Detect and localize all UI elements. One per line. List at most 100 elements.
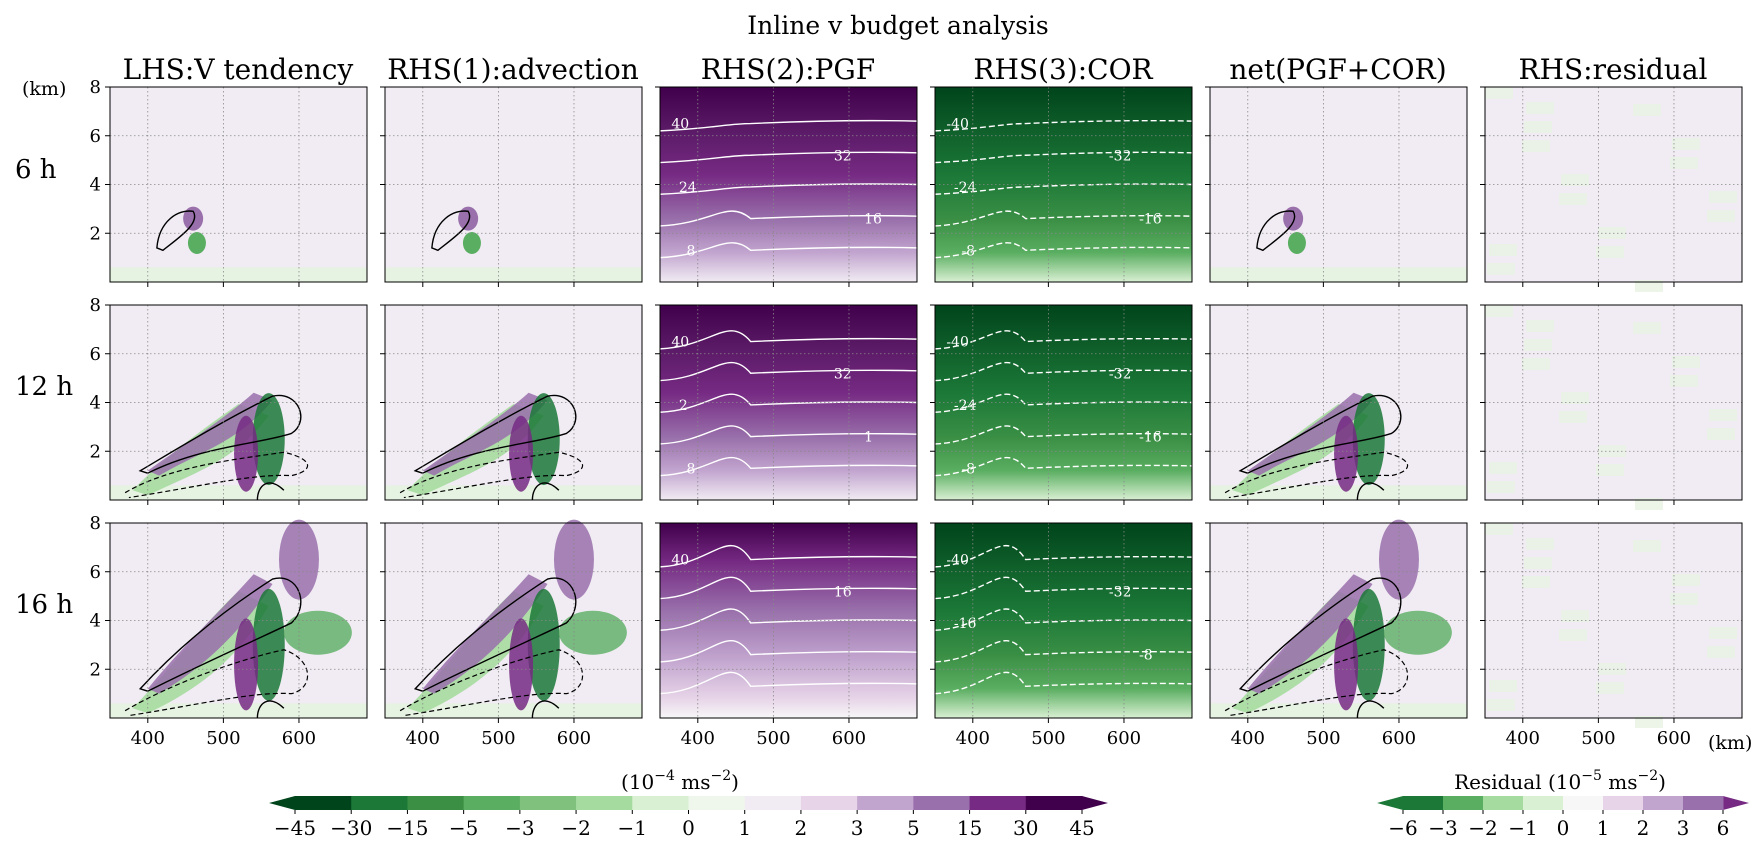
colorbar-swatch xyxy=(1025,796,1083,810)
colorbar-extend-left xyxy=(1377,796,1403,810)
residual-noise xyxy=(1522,358,1550,370)
row-label-12h: 12 h xyxy=(15,372,73,402)
contour-label: -16 xyxy=(1139,212,1162,228)
panel-r3-c1: 2 4 6 8 400 500 600 xyxy=(90,513,368,749)
contour-label: -24 xyxy=(954,398,977,414)
residual-noise xyxy=(1489,462,1517,474)
panel-r1-c4: -40 -32 -24 -16 -8 xyxy=(930,86,1193,287)
residual-noise xyxy=(1561,610,1589,622)
colorbar-swatch xyxy=(407,796,465,810)
x-tick-label: 600 xyxy=(1107,728,1141,749)
purple-core xyxy=(509,618,534,711)
residual-colorbar-label: Residual (10−5 ms−2) xyxy=(1454,768,1666,794)
colorbar-tick-label: 3 xyxy=(851,816,864,840)
contour-label: 40 xyxy=(671,117,689,133)
y-tick-label: 6 xyxy=(90,344,101,365)
pressure-contour xyxy=(934,640,1193,663)
x-tick-label: 500 xyxy=(1031,728,1065,749)
residual-noise xyxy=(1709,191,1737,203)
pressure-contour xyxy=(934,361,1193,382)
pressure-contour xyxy=(659,576,918,600)
positive-tendency-band xyxy=(1247,392,1373,476)
colorbar-swatch xyxy=(1403,796,1444,810)
colorbar-tick-label: 6 xyxy=(1717,816,1730,840)
residual-noise xyxy=(1707,646,1735,658)
y-tick-label: 2 xyxy=(90,659,101,680)
contour-label: -32 xyxy=(1109,584,1132,600)
residual-noise xyxy=(1672,574,1700,586)
residual-noise xyxy=(1598,445,1626,457)
colorbar-swatch xyxy=(1523,796,1564,810)
dashed-contour xyxy=(399,649,584,717)
surface-band xyxy=(110,703,367,718)
column-title-pgf: RHS(2):PGF xyxy=(701,53,875,86)
colorbar-swatch xyxy=(1483,796,1524,810)
y-unit-label: (km) xyxy=(22,78,66,100)
purple-core xyxy=(183,206,204,231)
colorbar-tick-label: 2 xyxy=(795,816,808,840)
colorbar-tick-label: −15 xyxy=(386,816,428,840)
y-tick-label: 8 xyxy=(90,513,101,534)
contour-label: -40 xyxy=(946,117,969,133)
colorbar-tick-label: −3 xyxy=(505,816,534,840)
x-tick-label: 600 xyxy=(282,728,316,749)
panel-r2-c4: -40 -32 -24 -16 -8 xyxy=(930,304,1193,505)
residual-noise xyxy=(1522,140,1550,152)
purple-core xyxy=(509,415,534,492)
pressure-contour xyxy=(659,393,918,413)
pressure-contour xyxy=(659,330,918,350)
row-label-16h: 16 h xyxy=(15,590,73,620)
residual-noise xyxy=(1485,523,1513,535)
contour-label: 16 xyxy=(864,212,882,228)
panel-r2-c5 xyxy=(1205,304,1468,505)
colorbar-tick-label: 0 xyxy=(682,816,695,840)
column-title-residual: RHS:residual xyxy=(1519,53,1708,86)
green-core xyxy=(1287,232,1306,254)
residual-noise xyxy=(1487,699,1515,711)
surface-band xyxy=(1210,485,1467,500)
main-colorbar: (10−4 ms−2) −45 −30 −15 −5 −3 −2 −1 0 1 2 3 5 15 30 45 xyxy=(269,768,1108,840)
residual-noise xyxy=(1526,102,1554,114)
residual-noise xyxy=(1707,428,1735,440)
colorbar-tick-label: −2 xyxy=(561,816,590,840)
residual-noise xyxy=(1524,121,1552,133)
panel-r3-c3: 40 16 400 500 600 xyxy=(655,522,918,749)
pressure-contour xyxy=(934,330,1193,350)
pressure-contour xyxy=(659,425,918,445)
pressure-contour xyxy=(934,545,1193,568)
colorbar-tick-label: 5 xyxy=(907,816,920,840)
y-tick-label: 8 xyxy=(90,295,101,316)
residual-noise xyxy=(1635,716,1663,728)
colorbar-tick-label: −3 xyxy=(1428,816,1457,840)
colorbar-tick-label: −2 xyxy=(1468,816,1497,840)
panel-r3-c4: -40 -32 -16 -8 400 500 600 xyxy=(930,522,1193,749)
surface-contour xyxy=(531,482,560,501)
positive-tendency-band xyxy=(147,392,273,476)
solid-contour xyxy=(1256,210,1296,252)
x-tick-label: 400 xyxy=(406,728,440,749)
residual-noise xyxy=(1524,557,1552,569)
colorbar-tick-label: −1 xyxy=(618,816,647,840)
colorbar-tick-label: 3 xyxy=(1677,816,1690,840)
pressure-contour xyxy=(659,119,918,132)
y-tick-label: 6 xyxy=(90,126,101,147)
colorbar-extend-right xyxy=(1082,796,1108,810)
colorbar-swatch xyxy=(744,796,802,810)
contour-label: -32 xyxy=(1109,366,1132,382)
positive-tendency-band xyxy=(422,392,548,476)
contour-label: 2 xyxy=(679,398,688,414)
x-tick-label: 400 xyxy=(1231,728,1265,749)
colorbar-tick-label: 0 xyxy=(1557,816,1570,840)
residual-noise xyxy=(1561,174,1589,186)
pressure-contour xyxy=(659,183,918,195)
residual-noise xyxy=(1489,680,1517,692)
positive-tendency-band xyxy=(147,574,273,694)
residual-noise xyxy=(1489,244,1517,256)
surface-band xyxy=(1210,703,1467,718)
contour-label: -16 xyxy=(1139,430,1162,446)
residual-noise xyxy=(1670,375,1698,387)
column-title-cor: RHS(3):COR xyxy=(973,53,1153,86)
column-title-net: net(PGF+COR) xyxy=(1229,53,1446,86)
contour-label: -24 xyxy=(954,180,977,196)
